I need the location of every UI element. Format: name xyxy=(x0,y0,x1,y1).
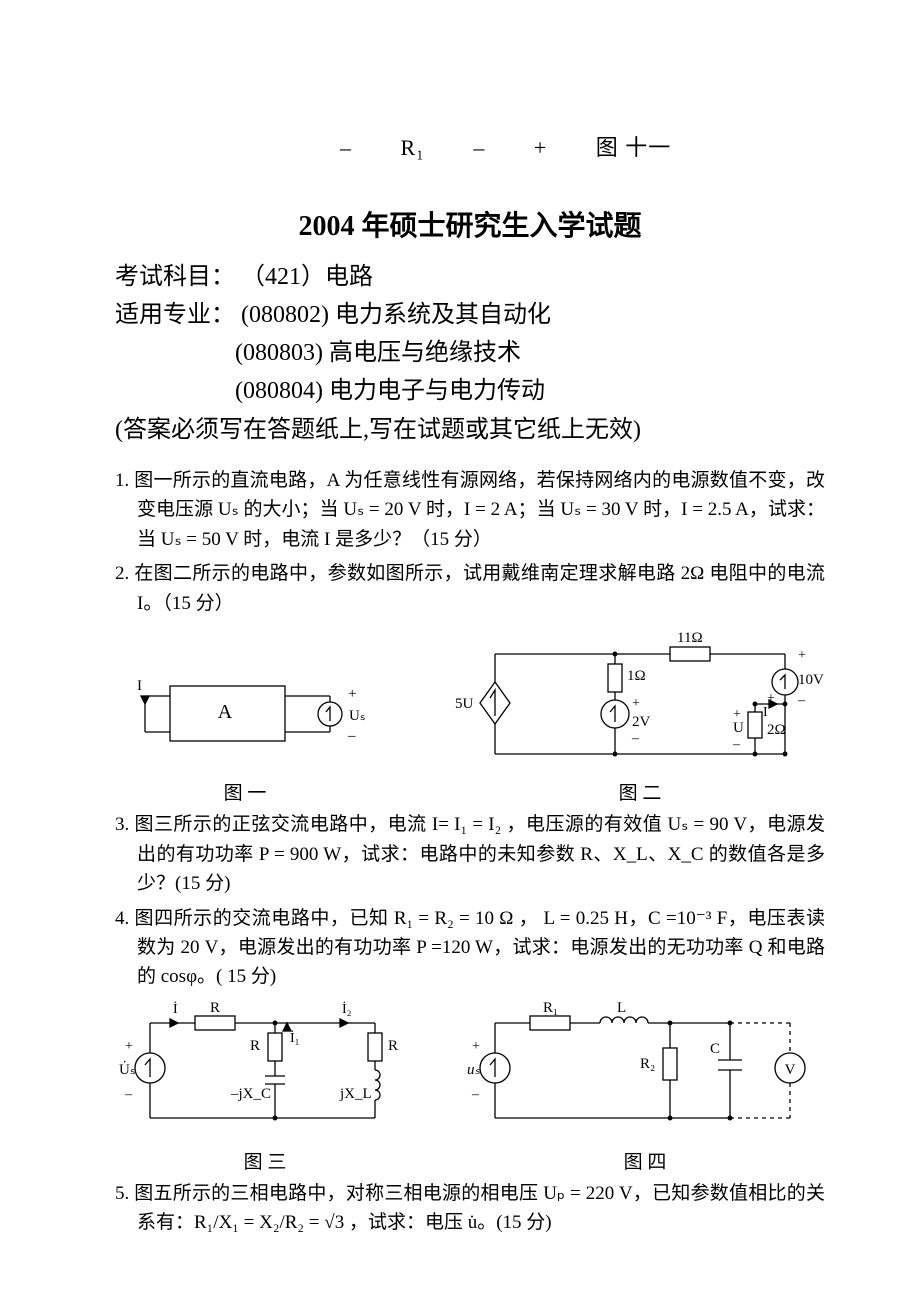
fig3-minus: – xyxy=(124,1087,133,1102)
top-fig11: 图 十一 xyxy=(596,135,672,160)
top-minus: – xyxy=(473,135,485,160)
fig2-u-minus: – xyxy=(732,737,741,752)
fig3-us: U̇ₛ xyxy=(119,1061,135,1078)
fig3-xl: jX_L xyxy=(339,1086,372,1102)
subject-value: （421）电路 xyxy=(241,264,373,290)
fig3-I2: İ₂ xyxy=(342,1001,352,1017)
fig4-r1: R₁ xyxy=(543,1000,558,1016)
figure-4: + uₛ – R₁ L R₂ C V 图 四 xyxy=(465,998,825,1174)
top-plus: + xyxy=(534,135,547,160)
fig2-10v-minus: – xyxy=(797,693,806,708)
fig2-2v-plus: + xyxy=(632,696,640,711)
figure-2-svg: 5U 1Ω + 2V – 11Ω + 10V – + + I U – 2Ω xyxy=(455,624,825,774)
header-fragment: – R₁ – + 图 十一 xyxy=(115,130,825,162)
figure-3: + U̇ₛ – İ R R İ₁ İ₂ –jX_C R jX_L 图 三 xyxy=(115,998,415,1174)
fig3-R-right: R xyxy=(388,1038,398,1054)
figs-row-2: + U̇ₛ – İ R R İ₁ İ₂ –jX_C R jX_L 图 三 xyxy=(115,998,825,1174)
fig3-xc: –jX_C xyxy=(230,1086,271,1102)
answer-note: (答案必须写在答题纸上,写在试题或其它纸上无效) xyxy=(115,409,825,444)
fig1-Us: Uₛ xyxy=(349,708,365,724)
top-dash: – xyxy=(340,135,352,160)
figure-4-svg: + uₛ – R₁ L R₂ C V xyxy=(465,998,825,1143)
fig2-U: U xyxy=(733,720,744,736)
figure-4-caption: 图 四 xyxy=(465,1147,825,1174)
problem-2: 2. 在图二所示的电路中，参数如图所示，试用戴维南定理求解电路 2Ω 电阻中的电… xyxy=(115,559,825,618)
problem-5: 5. 图五所示的三相电路中，对称三相电源的相电压 Uₚ = 220 V，已知参数… xyxy=(115,1179,825,1238)
major-1: (080802) 电力系统及其自动化 xyxy=(241,302,551,328)
problem-3: 3. 图三所示的正弦交流电路中，电流 I= I₁ = I₂ ，电压源的有效值 U… xyxy=(115,810,825,898)
problem-4: 4. 图四所示的交流电路中，已知 R₁ = R₂ = 10 Ω ， L = 0.… xyxy=(115,904,825,992)
figure-3-svg: + U̇ₛ – İ R R İ₁ İ₂ –jX_C R jX_L xyxy=(115,998,415,1143)
figure-1-svg: A I + Uₛ – xyxy=(115,654,375,774)
svg-text:+: + xyxy=(767,691,775,706)
subject-line: 考试科目： （421）电路 xyxy=(115,256,825,291)
fig4-L: L xyxy=(617,1000,626,1016)
fig4-r2: R₂ xyxy=(640,1056,655,1072)
fig2-I: I xyxy=(763,705,768,720)
fig1-I-label: I xyxy=(137,678,142,694)
subject-label: 考试科目： xyxy=(115,264,235,290)
fig4-minus: – xyxy=(471,1087,480,1102)
figure-3-caption: 图 三 xyxy=(115,1147,415,1174)
fig3-I: İ xyxy=(173,1001,178,1017)
fig3-plus: + xyxy=(125,1039,133,1054)
figure-2: 5U 1Ω + 2V – 11Ω + 10V – + + I U – 2Ω 图 … xyxy=(455,624,825,805)
fig3-I1: İ₁ xyxy=(290,1030,300,1046)
figure-1: A I + Uₛ – 图 一 xyxy=(115,654,375,805)
fig2-5u: 5U xyxy=(455,696,474,712)
fig2-10v-plus: + xyxy=(798,648,806,663)
major-line-2: (080803) 高电压与绝缘技术 xyxy=(115,332,825,367)
fig4-us: uₛ xyxy=(467,1062,481,1078)
fig1-minus: – xyxy=(347,728,356,744)
fig2-2v: 2V xyxy=(632,714,651,730)
fig3-R-top: R xyxy=(210,1000,220,1016)
page-title: 2004 年硕士研究生入学试题 xyxy=(115,204,825,244)
figure-1-caption: 图 一 xyxy=(115,778,375,805)
fig3-R-mid: R xyxy=(250,1038,260,1054)
major-label: 适用专业： xyxy=(115,302,235,328)
fig2-10v: 10V xyxy=(798,672,824,688)
fig4-C: C xyxy=(710,1041,720,1057)
figure-2-caption: 图 二 xyxy=(455,778,825,805)
top-r1: R₁ xyxy=(401,135,425,160)
fig2-1ohm: 1Ω xyxy=(627,668,646,684)
major-line-1: 适用专业： (080802) 电力系统及其自动化 xyxy=(115,294,825,329)
fig1-plus: + xyxy=(348,686,356,702)
fig2-2v-minus: – xyxy=(631,731,640,746)
figs-row-1: A I + Uₛ – 图 一 xyxy=(115,624,825,805)
problem-1: 1. 图一所示的直流电路，A 为任意线性有源网络，若保持网络内的电源数值不变，改… xyxy=(115,466,825,554)
fig4-V: V xyxy=(785,1062,796,1078)
fig2-2ohm: 2Ω xyxy=(767,722,786,738)
fig1-A-label: A xyxy=(218,701,233,723)
major-line-3: (080804) 电力电子与电力传动 xyxy=(115,370,825,405)
exam-page: – R₁ – + 图 十一 2004 年硕士研究生入学试题 考试科目： （421… xyxy=(0,0,920,1283)
fig4-plus: + xyxy=(472,1039,480,1054)
fig2-11ohm: 11Ω xyxy=(677,630,703,646)
